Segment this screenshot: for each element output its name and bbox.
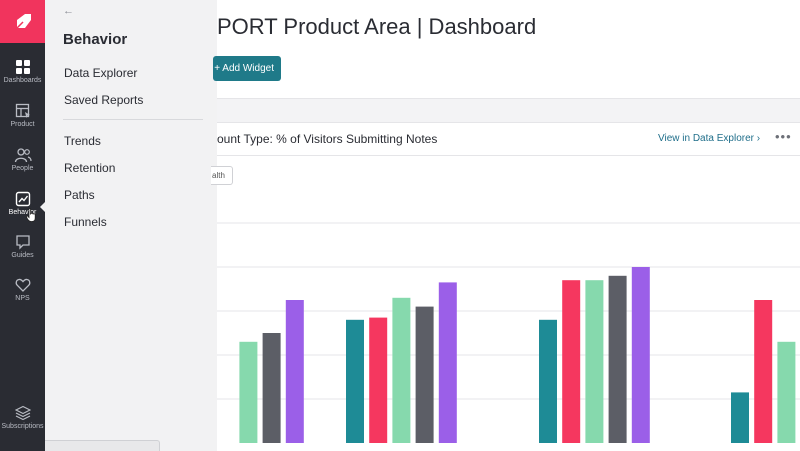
behavior-chart-icon <box>15 191 30 207</box>
chart-bar[interactable] <box>285 300 304 443</box>
chart-bar[interactable] <box>262 333 281 443</box>
chart-bar[interactable] <box>438 282 457 443</box>
chat-bubble-icon <box>15 235 30 250</box>
chart-bar[interactable] <box>562 280 581 443</box>
chart-bar[interactable] <box>631 267 650 443</box>
people-icon <box>14 148 32 163</box>
flyout-link-funnels[interactable]: Funnels <box>64 215 107 229</box>
flyout-link-saved-reports[interactable]: Saved Reports <box>64 93 144 107</box>
rail-label: People <box>11 165 34 172</box>
chart-bar[interactable] <box>539 319 557 443</box>
product-icon <box>15 103 30 118</box>
filter-chip[interactable]: alth <box>211 166 233 185</box>
rail-label: Behavior <box>8 209 37 216</box>
rail-item-product[interactable]: Product <box>0 103 45 128</box>
add-widget-button[interactable]: + Add Widget <box>213 56 281 81</box>
dashboard-main: PORT Product Area | Dashboard + Add Widg… <box>211 0 800 451</box>
chart-bar[interactable] <box>392 297 411 443</box>
dashboard-band <box>217 98 800 123</box>
rail-item-guides[interactable]: Guides <box>0 234 45 259</box>
chart-bar[interactable] <box>346 319 364 443</box>
heart-icon <box>15 278 30 292</box>
chart-bar[interactable] <box>754 300 773 443</box>
rail-item-nps[interactable]: NPS <box>0 277 45 302</box>
flyout-link-trends[interactable]: Trends <box>64 134 101 148</box>
rail-label: Product <box>10 121 35 128</box>
chart-bar[interactable] <box>731 392 749 443</box>
pendo-logo[interactable] <box>0 0 45 43</box>
back-arrow-icon[interactable]: ← <box>63 5 74 17</box>
rail-item-behavior[interactable]: Behavior <box>0 191 46 216</box>
flyout-link-paths[interactable]: Paths <box>64 188 95 202</box>
bottom-panel-edge <box>45 440 160 451</box>
view-in-data-explorer-link[interactable]: View in Data Explorer › <box>658 133 761 144</box>
rail-label: Dashboards <box>3 77 42 84</box>
behavior-flyout-menu: ← Behavior Data Explorer Saved Reports T… <box>45 0 217 451</box>
flyout-divider <box>63 119 203 120</box>
chart-bar[interactable] <box>777 341 796 443</box>
chart-bar[interactable] <box>608 275 627 443</box>
hand-cursor-icon <box>26 208 36 222</box>
flyout-link-retention[interactable]: Retention <box>64 161 116 175</box>
nav-rail: Dashboards Product People Behavior Guide… <box>0 0 46 451</box>
rail-item-subscriptions[interactable]: Subscriptions <box>0 405 45 430</box>
grid-icon <box>15 60 30 74</box>
flyout-title: Behavior <box>63 31 128 48</box>
flyout-link-data-explorer[interactable]: Data Explorer <box>64 66 138 80</box>
rail-item-dashboards[interactable]: Dashboards <box>0 59 45 84</box>
rail-label: Guides <box>11 252 34 259</box>
chart-bar[interactable] <box>415 306 434 443</box>
rail-item-people[interactable]: People <box>0 147 45 172</box>
bar-chart <box>217 222 800 443</box>
rail-label: NPS <box>15 295 30 302</box>
chart-bar[interactable] <box>369 317 388 443</box>
logo-icon <box>15 13 31 29</box>
more-options-icon[interactable]: ••• <box>775 129 792 144</box>
widget-divider <box>217 155 800 156</box>
chart-bar[interactable] <box>239 341 258 443</box>
layers-icon <box>14 405 31 421</box>
rail-label: Subscriptions <box>1 423 44 430</box>
page-title: PORT Product Area | Dashboard <box>217 14 537 39</box>
widget-title: ount Type: % of Visitors Submitting Note… <box>217 132 438 146</box>
chart-bar[interactable] <box>585 280 604 443</box>
